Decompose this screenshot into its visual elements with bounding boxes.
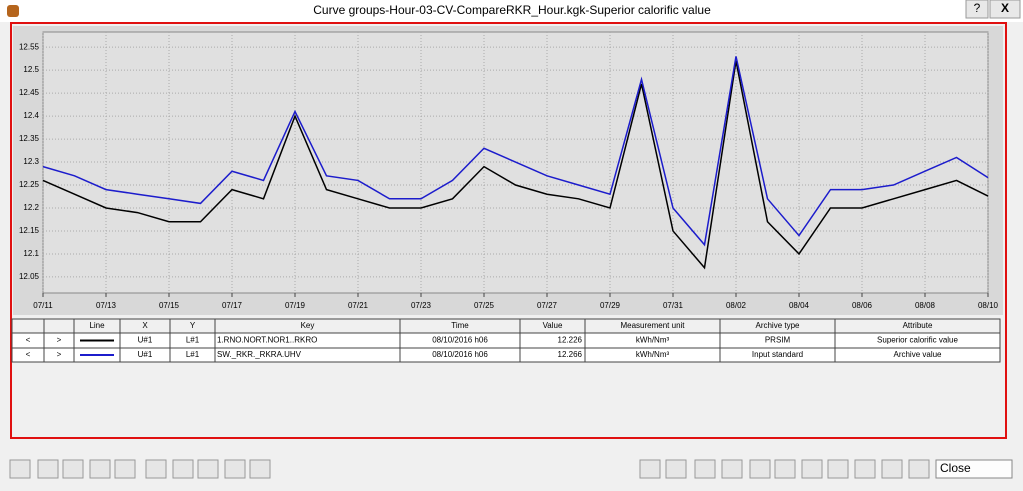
series-line xyxy=(42,56,989,247)
x-tick-label: 07/21 xyxy=(348,301,369,310)
cell: 1.RNO.NORT.NOR1..RKRO xyxy=(217,336,317,345)
toolbar-button[interactable] xyxy=(854,459,876,479)
column-header: Value xyxy=(543,321,563,330)
x-tick-label: 08/06 xyxy=(852,301,873,310)
prev-button[interactable]: < xyxy=(26,336,31,345)
x-tick-label: 07/23 xyxy=(411,301,432,310)
y-tick-label: 12.15 xyxy=(19,226,40,235)
close-button[interactable] xyxy=(935,459,1013,479)
toolbar xyxy=(0,440,1023,486)
x-tick-label: 08/08 xyxy=(915,301,936,310)
toolbar-button[interactable] xyxy=(114,459,136,479)
y-tick-label: 12.35 xyxy=(19,134,40,143)
toolbar-button[interactable] xyxy=(37,459,59,479)
x-tick-label: 07/19 xyxy=(285,301,306,310)
toolbar-button[interactable] xyxy=(694,459,716,479)
toolbar-button[interactable] xyxy=(881,459,903,479)
toolbar-button[interactable] xyxy=(827,459,849,479)
column-header: Measurement unit xyxy=(620,321,685,330)
y-tick-label: 12.3 xyxy=(23,157,39,166)
column-header: Line xyxy=(89,321,105,330)
table-header xyxy=(11,318,1001,334)
cell: 12.266 xyxy=(558,350,583,359)
cell: SW._RKR._RKRA.UHV xyxy=(217,350,302,359)
x-tick-label: 08/04 xyxy=(789,301,810,310)
cell: U#1 xyxy=(138,336,153,345)
y-tick-label: 12.2 xyxy=(23,203,39,212)
toolbar-button[interactable] xyxy=(224,459,246,479)
cell: L#1 xyxy=(186,350,200,359)
x-tick-label: 07/25 xyxy=(474,301,495,310)
toolbar-button[interactable] xyxy=(145,459,167,479)
cell: 12.226 xyxy=(558,336,583,345)
toolbar-button[interactable] xyxy=(774,459,796,479)
y-tick-label: 12.1 xyxy=(23,249,39,258)
x-tick-label: 07/17 xyxy=(222,301,243,310)
x-tick-label: 07/15 xyxy=(159,301,180,310)
column-header: X xyxy=(142,321,148,330)
cell: Superior calorific value xyxy=(877,336,958,345)
cell: Archive value xyxy=(893,350,942,359)
column-header: Key xyxy=(301,321,315,330)
y-tick-label: 12.05 xyxy=(19,272,40,281)
cell: U#1 xyxy=(138,350,153,359)
column-header: Attribute xyxy=(903,321,933,330)
column-header: Archive type xyxy=(755,321,800,330)
x-tick-label: 08/10 xyxy=(978,301,999,310)
cell: kWh/Nm³ xyxy=(636,350,670,359)
toolbar-button[interactable] xyxy=(801,459,823,479)
next-button[interactable]: > xyxy=(57,350,62,359)
close-window-button[interactable] xyxy=(989,0,1021,19)
close-window-label[interactable]: X xyxy=(1001,1,1009,15)
y-tick-label: 12.5 xyxy=(23,65,39,74)
close-button-label[interactable]: Close xyxy=(940,461,971,475)
y-tick-label: 12.55 xyxy=(19,42,40,51)
cell: kWh/Nm³ xyxy=(636,336,670,345)
toolbar-button[interactable] xyxy=(172,459,194,479)
next-button[interactable]: > xyxy=(57,336,62,345)
toolbar-button[interactable] xyxy=(89,459,111,479)
x-tick-label: 07/29 xyxy=(600,301,621,310)
x-tick-label: 07/27 xyxy=(537,301,558,310)
toolbar-button[interactable] xyxy=(749,459,771,479)
app-icon xyxy=(7,5,19,17)
title-bar xyxy=(0,0,1023,22)
cell: Input standard xyxy=(752,350,803,359)
toolbar-button[interactable] xyxy=(665,459,687,479)
cell: PRSIM xyxy=(765,336,791,345)
toolbar-button[interactable] xyxy=(197,459,219,479)
x-tick-label: 08/02 xyxy=(726,301,747,310)
help-label[interactable]: ? xyxy=(974,1,981,15)
prev-button[interactable]: < xyxy=(26,350,31,359)
help-button[interactable] xyxy=(965,0,989,19)
toolbar-button[interactable] xyxy=(62,459,84,479)
x-tick-label: 07/13 xyxy=(96,301,117,310)
toolbar-button[interactable] xyxy=(639,459,661,479)
x-tick-label: 07/31 xyxy=(663,301,684,310)
x-tick-label: 07/11 xyxy=(33,301,53,310)
cell: L#1 xyxy=(186,336,200,345)
series-line xyxy=(42,60,989,270)
cell: 08/10/2016 h06 xyxy=(432,336,488,345)
y-tick-label: 12.25 xyxy=(19,180,40,189)
cell: 08/10/2016 h06 xyxy=(432,350,488,359)
y-tick-label: 12.4 xyxy=(23,111,39,120)
column-header: Y xyxy=(190,321,196,330)
toolbar-button[interactable] xyxy=(9,459,31,479)
toolbar-button[interactable] xyxy=(249,459,271,479)
toolbar-button[interactable] xyxy=(908,459,930,479)
y-tick-label: 12.45 xyxy=(19,88,40,97)
column-header: Time xyxy=(451,321,469,330)
toolbar-button[interactable] xyxy=(721,459,743,479)
window-title: Curve groups-Hour-03-CV-CompareRKR_Hour.… xyxy=(313,3,711,17)
